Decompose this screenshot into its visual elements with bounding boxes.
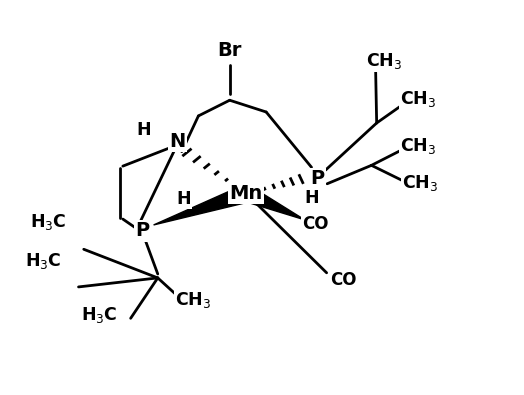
Text: N: N [169, 132, 185, 151]
Text: CH$_3$: CH$_3$ [402, 173, 439, 194]
Text: CH$_3$: CH$_3$ [366, 51, 402, 71]
Text: CO: CO [302, 215, 329, 233]
Text: H$_3$C: H$_3$C [25, 251, 61, 271]
Text: Mn: Mn [230, 184, 263, 203]
Text: CH$_3$: CH$_3$ [400, 88, 436, 109]
Polygon shape [154, 186, 251, 225]
Text: Br: Br [217, 41, 242, 60]
Text: CO: CO [331, 271, 357, 289]
Text: P: P [135, 221, 149, 240]
Text: H: H [177, 190, 191, 208]
Polygon shape [241, 187, 305, 220]
Text: CH$_3$: CH$_3$ [400, 136, 436, 156]
Text: CH$_3$: CH$_3$ [175, 290, 211, 310]
Text: H$_3$C: H$_3$C [30, 212, 67, 232]
Text: H: H [305, 189, 319, 207]
Text: H$_3$C: H$_3$C [81, 305, 118, 325]
Text: P: P [310, 169, 324, 188]
Text: H: H [136, 121, 151, 139]
